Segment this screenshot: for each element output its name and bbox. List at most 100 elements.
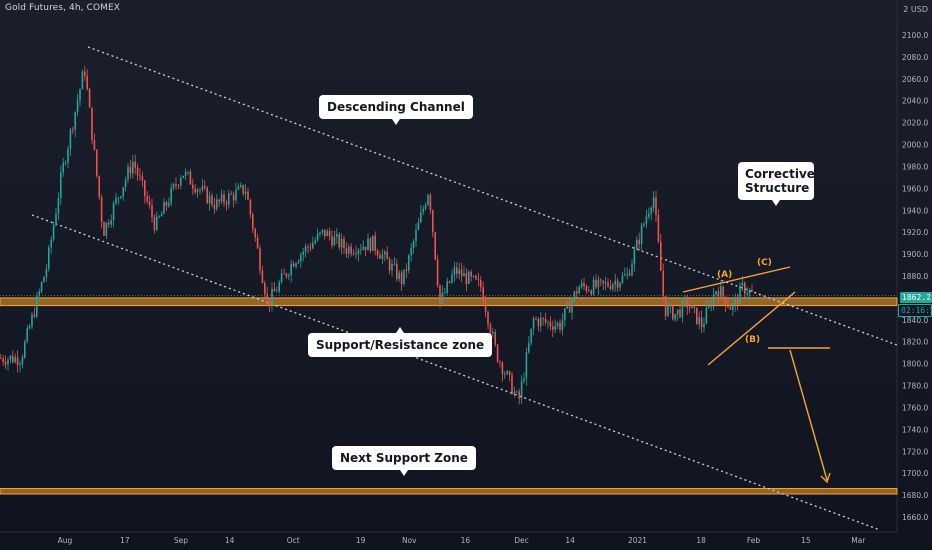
- candle-body: [744, 282, 746, 294]
- candle-body: [381, 254, 384, 259]
- candle-body: [616, 280, 619, 288]
- candle-body: [316, 233, 319, 241]
- candle-body: [7, 359, 9, 365]
- support-resistance-callout: Support/Resistance zone: [308, 327, 493, 357]
- candle-body: [518, 391, 520, 399]
- candle-body: [228, 193, 230, 205]
- candle-body: [364, 246, 367, 251]
- candle-body: [542, 318, 544, 319]
- candle-body: [554, 325, 556, 330]
- candle-body: [722, 286, 724, 297]
- x-tick-label: Mar: [851, 536, 866, 545]
- candle-body: [249, 199, 252, 215]
- candle-body: [434, 232, 436, 260]
- y-tick-label: 1760.0: [902, 403, 928, 412]
- candle-body: [688, 307, 691, 309]
- candle-body: [160, 213, 163, 217]
- candle-body: [621, 275, 624, 283]
- candle-body: [376, 250, 379, 256]
- candle-body: [43, 276, 45, 283]
- candle-body: [686, 299, 688, 308]
- y-tick-label: 2000.0: [902, 141, 928, 150]
- candle-body: [393, 263, 396, 265]
- candle-body: [535, 318, 537, 320]
- candle-body: [177, 185, 180, 187]
- candle-body: [194, 188, 196, 193]
- candle-body: [484, 302, 487, 313]
- candle-body: [57, 198, 60, 214]
- candle-body: [657, 214, 660, 242]
- candle-body: [55, 213, 57, 226]
- candle-body: [278, 282, 280, 292]
- candle-body: [436, 259, 439, 286]
- candle-body: [362, 246, 364, 250]
- candle-body: [62, 162, 64, 173]
- x-tick-label: Aug: [58, 536, 73, 545]
- candle-body: [439, 285, 441, 304]
- candle-body: [628, 273, 631, 276]
- candle-body: [105, 222, 108, 236]
- x-tick-label: 2021: [628, 536, 647, 545]
- candle-body: [732, 304, 734, 310]
- candle-body: [307, 246, 309, 248]
- candle-body: [410, 247, 412, 256]
- zone-rect-0: [0, 297, 898, 307]
- candle-body: [492, 331, 494, 334]
- candle-body: [420, 212, 422, 223]
- projection-arrow-head: [820, 472, 831, 484]
- candle-body: [271, 288, 273, 306]
- candle-body: [384, 251, 386, 255]
- candle-body: [561, 320, 564, 330]
- candle-body: [600, 279, 602, 281]
- candle-body: [292, 263, 295, 267]
- candle-body: [499, 361, 501, 363]
- candle-body: [388, 259, 391, 271]
- candle-body: [396, 263, 398, 280]
- chart-title: Gold Futures, 4h, COMEX: [5, 3, 121, 13]
- candle-body: [739, 285, 741, 304]
- candle-body: [168, 203, 170, 206]
- candle-body: [309, 247, 312, 249]
- y-tick-label: 1960.0: [902, 184, 928, 193]
- candle-body: [672, 304, 674, 320]
- candle-body: [340, 238, 343, 248]
- candle-body: [199, 189, 201, 191]
- candle-body: [386, 251, 388, 260]
- y-tick-label: 1880.0: [902, 272, 928, 281]
- currency-small-label: 2: [903, 5, 909, 14]
- channel-lower-line: [31, 214, 881, 531]
- candle-body: [748, 289, 751, 294]
- y-tick-label: 1940.0: [902, 206, 928, 215]
- corrective-structure-callout: Corrective Structure: [738, 162, 815, 206]
- y-tick-label: 1680.0: [902, 491, 928, 500]
- y-tick-label: 1700.0: [902, 469, 928, 478]
- candle-body: [571, 300, 573, 313]
- candle-body: [144, 180, 146, 196]
- candle-body: [432, 210, 434, 233]
- candle-body: [122, 187, 124, 197]
- candle-body: [604, 282, 607, 284]
- candle-body: [592, 279, 595, 295]
- wedge-lower-line: [707, 291, 796, 366]
- candle-body: [110, 220, 112, 225]
- candle-body: [372, 235, 374, 251]
- candle-body: [417, 222, 420, 230]
- candle-body: [472, 275, 475, 277]
- candle-body: [664, 296, 667, 316]
- candle-body: [33, 314, 36, 317]
- candle-body: [549, 321, 552, 327]
- candle-body: [187, 171, 189, 173]
- currency-code: USD: [910, 5, 928, 14]
- candle-body: [211, 195, 213, 205]
- candle-body: [648, 213, 650, 217]
- candle-body: [31, 314, 33, 327]
- candle-body: [513, 391, 516, 395]
- candle-body: [583, 282, 585, 287]
- candle-body: [489, 324, 492, 334]
- x-tick-label: 14: [565, 536, 575, 545]
- candle-body: [448, 281, 451, 283]
- candle-body: [276, 291, 278, 293]
- candle-body: [547, 321, 549, 323]
- candle-body: [86, 75, 88, 90]
